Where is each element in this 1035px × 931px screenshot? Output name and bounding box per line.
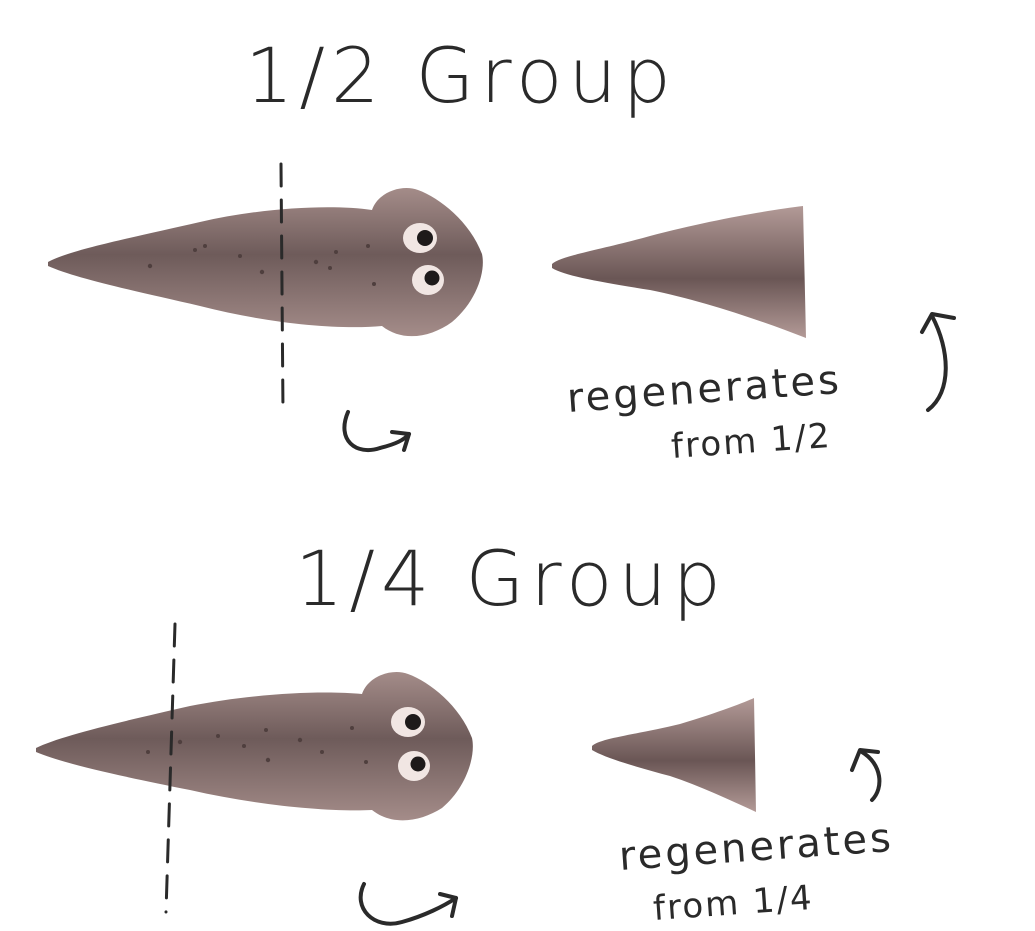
quarter-group-tadpole [36,672,473,821]
pupil-right [424,270,440,286]
body-spots [146,726,368,764]
arrow-regenerate-up [860,750,882,802]
quarter-group-title: 1/4 Group [295,534,727,623]
arrow-cut-down-head [438,892,458,918]
cut-line-half [279,162,285,414]
half-group-note-line1: regenerates [565,357,843,422]
body-spots [147,244,376,286]
half-group-note-line2: from 1/2 [670,416,833,467]
cut-line-quarter [164,622,177,914]
arrow-regenerate-up [926,314,948,412]
half-group-title: 1/2 Group [245,31,677,120]
tadpole-body [36,672,473,821]
quarter-group-note-line2: from 1/4 [652,878,815,929]
arrow-cut-down-head [390,430,411,452]
half-group-section: 1/2 Group regenerates from 1/2 [48,31,956,467]
arrow-regenerate-up-head [920,312,956,334]
quarter-group-tail-fragment [592,698,756,812]
half-group-tail-fragment [552,206,806,338]
pupil-left [417,230,433,246]
arrow-cut-down [342,410,411,453]
arrow-cut-down [358,882,458,926]
pupil-left [405,714,421,730]
pupil-right [410,756,426,772]
tadpole-body [48,188,483,337]
half-group-tadpole [48,188,483,337]
arrow-regenerate-up-head [850,748,880,772]
quarter-group-note-line1: regenerates [617,815,895,880]
quarter-group-section: 1/4 Group regenerates from 1/4 [36,534,895,929]
